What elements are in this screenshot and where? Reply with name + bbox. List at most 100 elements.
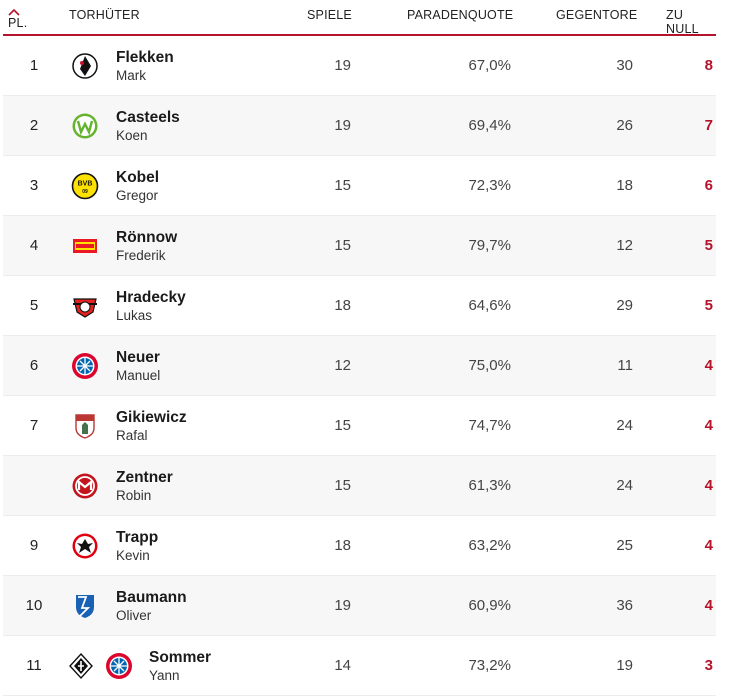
player-name-cell[interactable]: Neuer Manuel xyxy=(116,336,160,395)
table-row[interactable]: 11 Sommer Yann 14 73,2% 19 3 xyxy=(3,636,716,696)
table-row[interactable]: 5 Hradecky Lukas 18 64,6% 29 5 xyxy=(3,276,716,336)
clean-sheets-cell: 4 xyxy=(704,357,713,374)
games-cell: 15 xyxy=(334,417,351,434)
player-last-name: Flekken xyxy=(116,48,174,66)
goals-against-cell: 12 xyxy=(616,237,633,254)
goals-against-cell: 25 xyxy=(616,537,633,554)
clean-sheets-cell: 4 xyxy=(704,597,713,614)
hoffenheim-logo xyxy=(76,594,94,618)
games-cell: 19 xyxy=(334,117,351,134)
player-first-name: Manuel xyxy=(116,367,161,383)
clean-sheets-cell: 6 xyxy=(704,177,713,194)
player-name-cell[interactable]: Trapp Kevin xyxy=(116,516,158,575)
club-logo xyxy=(65,396,105,455)
save-rate-cell: 64,6% xyxy=(468,297,511,314)
club-logo-secondary xyxy=(99,636,139,695)
club-logo xyxy=(65,516,105,575)
table-row[interactable]: 7 Gikiewicz Rafal 15 74,7% 24 4 xyxy=(3,396,716,456)
sort-ascending-icon[interactable] xyxy=(8,8,20,16)
player-last-name: Baumann xyxy=(116,588,187,606)
club-logo xyxy=(65,456,105,515)
player-last-name: Casteels xyxy=(116,108,180,126)
player-first-name: Frederik xyxy=(116,247,166,263)
save-rate-cell: 72,3% xyxy=(468,177,511,194)
column-header-save-rate[interactable]: PARADENQUOTE xyxy=(407,8,514,22)
rank-header-label: PL. xyxy=(8,16,28,30)
save-rate-cell: 79,7% xyxy=(468,237,511,254)
player-first-name: Lukas xyxy=(116,307,153,323)
table-row[interactable]: 6 Neuer Manuel 12 75,0% 11 4 xyxy=(3,336,716,396)
table-row[interactable]: 9 Trapp Kevin 18 63,2% 25 4 xyxy=(3,516,716,576)
column-header-goals-against[interactable]: GEGENTORE xyxy=(556,8,638,22)
goals-against-cell: 26 xyxy=(616,117,633,134)
clean-sheets-cell: 4 xyxy=(704,537,713,554)
table-row[interactable]: 10 Baumann Oliver 19 60,9% 36 4 xyxy=(3,576,716,636)
dortmund-logo: BVB 09 xyxy=(71,172,99,199)
games-cell: 14 xyxy=(334,657,351,674)
player-name-cell[interactable]: Flekken Mark xyxy=(116,36,174,95)
clean-sheets-cell: 7 xyxy=(704,117,713,134)
column-header-goalkeeper[interactable]: TORHÜTER xyxy=(69,8,140,22)
games-cell: 19 xyxy=(334,597,351,614)
player-name-cell[interactable]: Rönnow Frederik xyxy=(116,216,177,275)
rank-cell: 6 xyxy=(29,357,39,374)
wolfsburg-logo xyxy=(72,113,98,138)
goals-against-cell: 24 xyxy=(616,417,633,434)
games-cell: 15 xyxy=(334,477,351,494)
player-name-cell[interactable]: Baumann Oliver xyxy=(116,576,187,635)
player-first-name: Mark xyxy=(116,67,146,83)
games-cell: 18 xyxy=(334,297,351,314)
goals-against-cell: 29 xyxy=(616,297,633,314)
club-logo xyxy=(65,96,105,155)
player-last-name: Gikiewicz xyxy=(116,408,187,426)
column-header-games[interactable]: SPIELE xyxy=(307,8,352,22)
player-first-name: Robin xyxy=(116,487,152,503)
table-row[interactable]: 3 BVB 09 Kobel Gregor 15 72,3% 18 6 xyxy=(3,156,716,216)
save-rate-cell: 67,0% xyxy=(468,57,511,74)
column-header-clean-sheets[interactable]: ZU NULL xyxy=(666,8,699,36)
player-last-name: Zentner xyxy=(116,468,173,486)
club-logo xyxy=(61,636,101,695)
rank-cell: 7 xyxy=(29,417,39,434)
clean-sheets-cell: 8 xyxy=(704,57,713,74)
rank-cell: 3 xyxy=(29,177,39,194)
games-cell: 18 xyxy=(334,537,351,554)
club-logo xyxy=(65,276,105,335)
save-rate-cell: 74,7% xyxy=(468,417,511,434)
player-name-cell[interactable]: Gikiewicz Rafal xyxy=(116,396,187,455)
club-logo: BVB 09 xyxy=(65,156,105,215)
player-name-cell[interactable]: Casteels Koen xyxy=(116,96,180,155)
player-first-name: Yann xyxy=(149,667,180,683)
save-rate-cell: 61,3% xyxy=(468,477,511,494)
player-name-cell[interactable]: Sommer Yann xyxy=(149,636,211,695)
svg-text:BVB: BVB xyxy=(78,180,93,187)
goals-against-cell: 11 xyxy=(617,357,633,374)
player-name-cell[interactable]: Zentner Robin xyxy=(116,456,173,515)
clean-sheets-cell: 5 xyxy=(704,297,713,314)
column-header-rank[interactable]: PL. xyxy=(8,8,27,30)
goals-against-cell: 24 xyxy=(616,477,633,494)
rank-cell: 5 xyxy=(29,297,39,314)
leverkusen-logo xyxy=(73,297,97,318)
club-logo xyxy=(65,36,105,95)
player-last-name: Neuer xyxy=(116,348,160,366)
club-logo xyxy=(65,336,105,395)
player-name-cell[interactable]: Kobel Gregor xyxy=(116,156,159,215)
bayern-logo xyxy=(106,652,132,679)
player-last-name: Rönnow xyxy=(116,228,178,246)
player-name-cell[interactable]: Hradecky Lukas xyxy=(116,276,186,335)
club-logo xyxy=(65,576,105,635)
player-first-name: Rafal xyxy=(116,427,148,443)
goals-against-cell: 30 xyxy=(616,57,633,74)
save-rate-cell: 73,2% xyxy=(468,657,511,674)
table-header: PL. TORHÜTER SPIELE PARADENQUOTE GEGENTO… xyxy=(3,0,716,36)
table-row[interactable]: 1 Flekken Mark 19 67,0% 30 8 xyxy=(3,36,716,96)
player-last-name: Trapp xyxy=(116,528,159,546)
player-first-name: Gregor xyxy=(116,187,159,203)
table-row[interactable]: Zentner Robin 15 61,3% 24 4 xyxy=(3,456,716,516)
frankfurt-logo xyxy=(72,533,98,558)
table-row[interactable]: 2 Casteels Koen 19 69,4% 26 7 xyxy=(3,96,716,156)
table-row[interactable]: 4 Rönnow Frederik 15 79,7% 12 5 xyxy=(3,216,716,276)
player-first-name: Koen xyxy=(116,127,148,143)
clean-sheets-cell: 4 xyxy=(704,417,713,434)
